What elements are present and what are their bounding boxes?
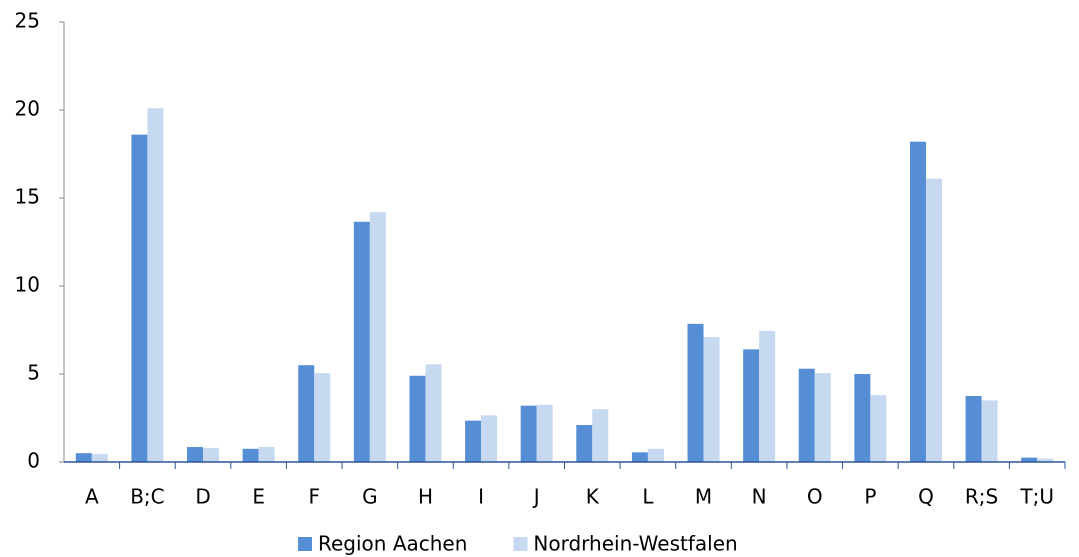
x-tick-label: T;U xyxy=(1019,485,1054,509)
bar xyxy=(465,420,482,462)
legend-label: Nordrhein-Westfalen xyxy=(533,532,737,556)
x-tick-label: E xyxy=(252,485,265,509)
x-tick-label: A xyxy=(85,485,99,509)
bar xyxy=(576,425,593,462)
y-tick-label: 5 xyxy=(27,361,40,385)
bar xyxy=(1037,458,1054,462)
x-tick-label: B;C xyxy=(130,485,164,509)
y-tick-label: 0 xyxy=(27,449,40,473)
x-tick-label: N xyxy=(752,485,767,509)
x-tick-label: R;S xyxy=(965,485,998,509)
x-tick-label: I xyxy=(478,485,484,509)
x-tick-label: D xyxy=(195,485,210,509)
bar xyxy=(131,134,148,462)
bar xyxy=(759,330,776,462)
legend-swatch xyxy=(298,537,312,551)
bar xyxy=(870,395,887,462)
x-tick-label: H xyxy=(418,485,433,509)
bar xyxy=(703,337,720,462)
bar xyxy=(409,375,426,462)
bar xyxy=(314,373,331,462)
x-tick-label: M xyxy=(695,485,712,509)
bar xyxy=(481,415,498,462)
x-tick-label: O xyxy=(807,485,823,509)
bar xyxy=(925,178,942,462)
x-tick-label: Q xyxy=(918,485,934,509)
bar xyxy=(965,396,982,462)
y-tick-label: 15 xyxy=(15,185,40,209)
bar xyxy=(592,409,609,462)
bar xyxy=(187,447,204,462)
x-tick-label: K xyxy=(586,485,600,509)
bar xyxy=(743,349,760,462)
bar xyxy=(242,448,259,462)
bar xyxy=(369,212,386,462)
bar xyxy=(854,374,871,462)
bar xyxy=(647,448,664,462)
x-tick-label: L xyxy=(642,485,654,509)
y-tick-label: 20 xyxy=(15,97,40,121)
y-tick-label: 10 xyxy=(15,273,40,297)
bar xyxy=(814,373,831,462)
bar xyxy=(298,365,315,462)
x-tick-label: G xyxy=(362,485,378,509)
bar xyxy=(981,400,998,462)
legend-label: Region Aachen xyxy=(318,532,467,556)
y-tick-label: 25 xyxy=(15,9,40,33)
bar xyxy=(1021,457,1038,462)
bar xyxy=(203,447,220,462)
bar xyxy=(687,323,704,462)
bar xyxy=(909,141,926,462)
legend-swatch xyxy=(513,537,528,551)
bar xyxy=(520,405,537,462)
bar xyxy=(536,404,553,462)
x-tick-label: J xyxy=(532,485,540,509)
bar xyxy=(353,221,370,462)
x-tick-label: P xyxy=(864,485,876,509)
bar xyxy=(631,452,648,462)
bar xyxy=(75,453,92,462)
bar xyxy=(147,108,164,463)
bar xyxy=(91,454,108,462)
bar xyxy=(258,447,275,462)
x-tick-label: F xyxy=(308,485,320,509)
bar xyxy=(425,364,442,462)
bar xyxy=(798,368,815,462)
